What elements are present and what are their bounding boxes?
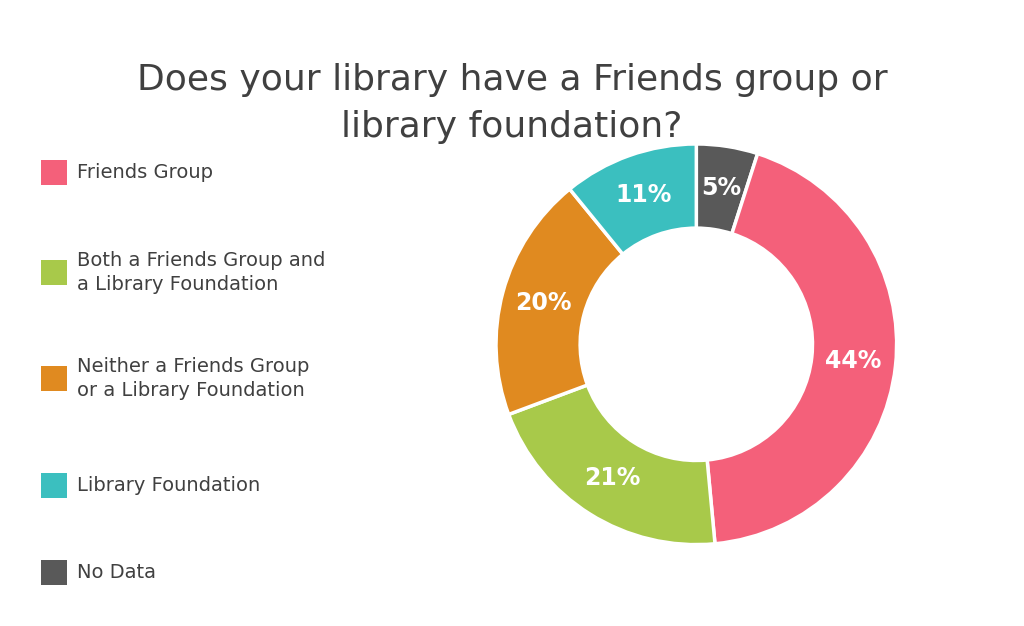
Text: Neither a Friends Group
or a Library Foundation: Neither a Friends Group or a Library Fou… <box>77 357 309 400</box>
Text: 5%: 5% <box>700 176 741 200</box>
Text: Both a Friends Group and
a Library Foundation: Both a Friends Group and a Library Found… <box>77 251 326 294</box>
Wedge shape <box>496 189 623 414</box>
Wedge shape <box>696 144 758 233</box>
Text: 21%: 21% <box>584 466 640 490</box>
Text: 11%: 11% <box>615 183 672 207</box>
Text: Friends Group: Friends Group <box>77 163 213 182</box>
Text: Does your library have a Friends group or
library foundation?: Does your library have a Friends group o… <box>136 63 888 144</box>
Text: 20%: 20% <box>515 291 571 315</box>
Wedge shape <box>569 144 696 254</box>
Text: No Data: No Data <box>77 563 156 582</box>
Wedge shape <box>509 385 715 545</box>
Text: 44%: 44% <box>825 349 882 374</box>
Wedge shape <box>708 153 897 544</box>
Text: Library Foundation: Library Foundation <box>77 476 260 495</box>
